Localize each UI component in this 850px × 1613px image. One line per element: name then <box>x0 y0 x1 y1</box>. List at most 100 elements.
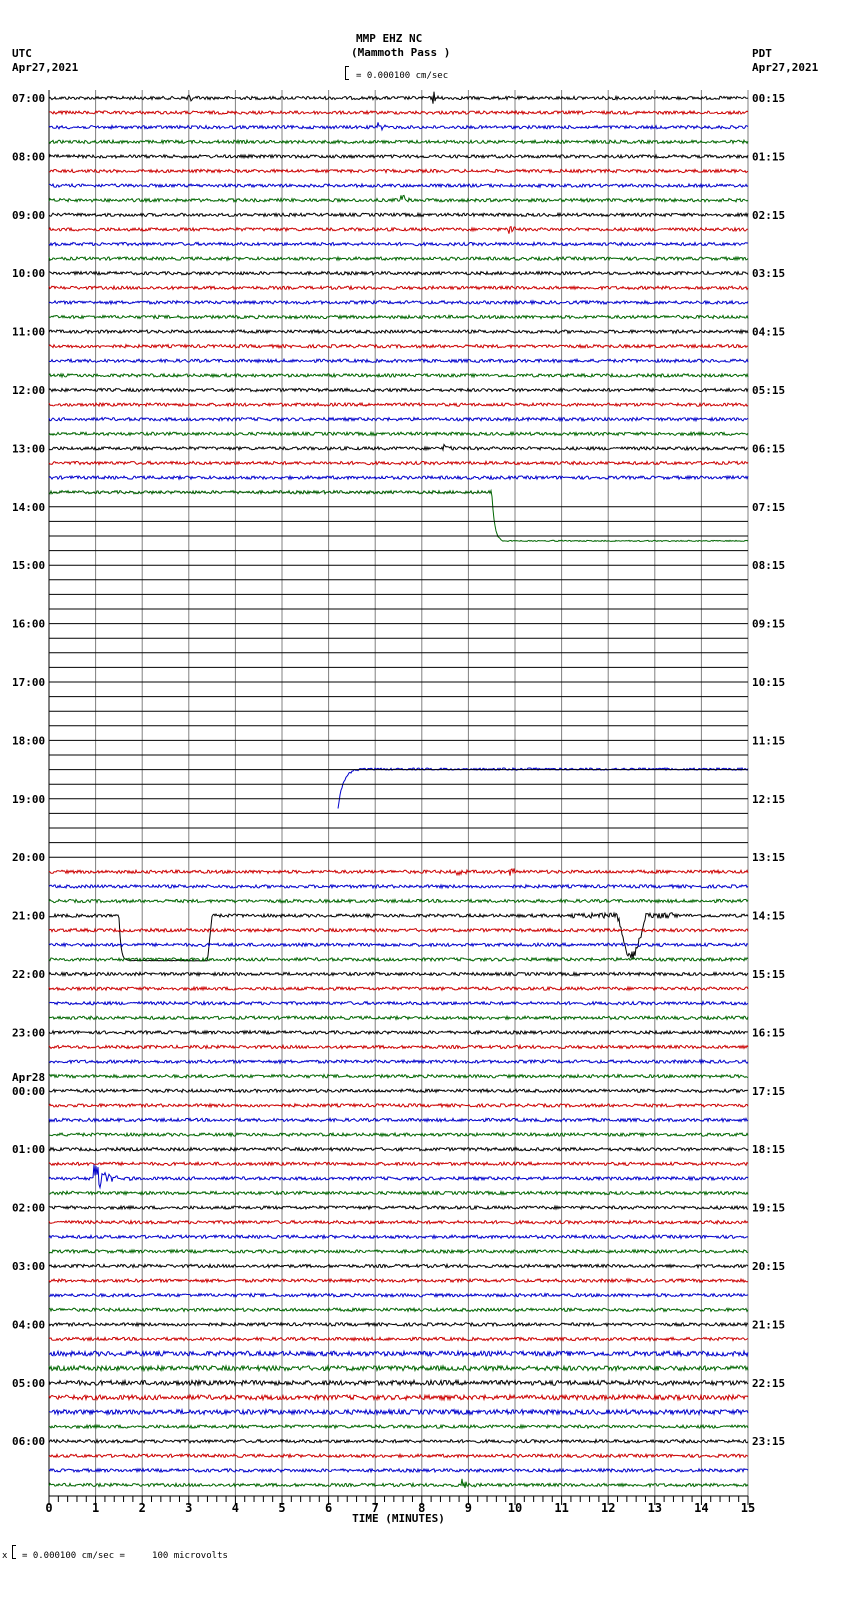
trace-row <box>48 911 749 962</box>
trace-row <box>48 122 749 132</box>
trace-row <box>48 883 749 890</box>
trace-row <box>48 1378 749 1387</box>
trace-row <box>48 91 749 104</box>
pdt-hour-label: 22:15 <box>752 1377 785 1390</box>
trace-row <box>48 1248 749 1255</box>
trace-row <box>48 372 749 379</box>
station-title: MMP EHZ NC <box>356 32 423 45</box>
footer-scale-bar-icon <box>12 1545 16 1559</box>
pdt-hour-label: 19:15 <box>752 1202 785 1215</box>
pdt-hour-label: 00:15 <box>752 92 785 105</box>
pdt-hour-label: 03:15 <box>752 267 785 280</box>
trace-row <box>48 1364 749 1373</box>
x-tick-label: 0 <box>45 1501 52 1515</box>
time-labels: 07:00 00:15 08:00 01:15 09:00 02:15 10:00 03:15… <box>12 92 785 1448</box>
trace-row <box>48 1087 749 1094</box>
trace-row <box>48 255 749 262</box>
trace-row <box>48 357 749 364</box>
trace-row <box>48 1423 749 1430</box>
x-tick-label: 8 <box>418 1501 425 1515</box>
utc-hour-label: 01:00 <box>12 1143 45 1156</box>
pdt-hour-label: 04:15 <box>752 326 785 339</box>
pdt-hour-label: 15:15 <box>752 968 785 981</box>
trace-row <box>48 299 749 306</box>
pdt-hour-label: 01:15 <box>752 150 785 163</box>
trace-row <box>48 1233 749 1240</box>
trace-row <box>48 1146 749 1153</box>
utc-hour-label: 10:00 <box>12 267 45 280</box>
trace-row <box>48 443 749 452</box>
trace-row <box>48 459 749 466</box>
pdt-hour-label: 10:15 <box>752 676 785 689</box>
scale-text: = 0.000100 cm/sec <box>356 71 449 81</box>
utc-hour-label: 11:00 <box>12 326 45 339</box>
trace-row <box>48 1204 749 1211</box>
left-timezone: UTC <box>12 47 32 60</box>
trace-row <box>48 474 749 481</box>
trace-row <box>48 313 749 320</box>
pdt-hour-label: 23:15 <box>752 1435 785 1448</box>
pdt-hour-label: 21:15 <box>752 1318 785 1331</box>
trace-row <box>48 1306 749 1313</box>
x-tick-label: 10 <box>508 1501 522 1515</box>
pdt-hour-label: 06:15 <box>752 442 785 455</box>
utc-hour-label: 22:00 <box>12 968 45 981</box>
trace-row <box>48 343 749 350</box>
trace-row <box>48 1407 749 1417</box>
pdt-hour-label: 20:15 <box>752 1260 785 1273</box>
trace-row <box>48 270 749 277</box>
utc-hour-label: 20:00 <box>12 851 45 864</box>
trace-row <box>48 1336 749 1343</box>
trace-row <box>337 766 749 809</box>
right-timezone: PDT <box>752 47 772 60</box>
pdt-hour-label: 02:15 <box>752 209 785 222</box>
trace-row <box>48 153 749 160</box>
trace-row <box>48 1029 749 1036</box>
trace-row <box>48 168 749 175</box>
utc-hour-label: 07:00 <box>12 92 45 105</box>
pdt-hour-label: 07:15 <box>752 501 785 514</box>
utc-hour-label: 18:00 <box>12 734 45 747</box>
utc-hour-label: 12:00 <box>12 384 45 397</box>
trace-row <box>48 1393 749 1402</box>
trace-row <box>48 401 749 408</box>
trace-row <box>48 941 749 948</box>
trace-row <box>48 1014 749 1021</box>
x-tick-label: 14 <box>694 1501 708 1515</box>
trace-row <box>48 1043 749 1050</box>
right-date: Apr27,2021 <box>752 61 819 74</box>
trace-row <box>48 1102 749 1109</box>
trace-row <box>48 430 749 437</box>
footer-scale-note: = 0.000100 cm/sec = 100 microvolts <box>22 1551 228 1561</box>
trace-row <box>48 956 749 963</box>
trace-row <box>48 1164 749 1190</box>
x-tick-label: 3 <box>185 1501 192 1515</box>
trace-row <box>48 109 749 116</box>
utc-hour-label: 16:00 <box>12 618 45 631</box>
trace-row <box>48 1000 749 1007</box>
pdt-hour-label: 17:15 <box>752 1085 785 1098</box>
trace-row <box>48 488 749 543</box>
utc-hour-label: 19:00 <box>12 793 45 806</box>
utc-hour-label: 08:00 <box>12 150 45 163</box>
utc-hour-label: 04:00 <box>12 1318 45 1331</box>
x-tick-label: 4 <box>232 1501 239 1515</box>
left-date: Apr27,2021 <box>12 61 79 74</box>
pdt-hour-label: 05:15 <box>752 384 785 397</box>
trace-row <box>48 1131 749 1138</box>
trace-row <box>48 194 749 204</box>
grid-lines <box>48 90 749 1496</box>
trace-row <box>48 240 749 247</box>
x-tick-label: 7 <box>372 1501 379 1515</box>
pdt-hour-label: 12:15 <box>752 793 785 806</box>
trace-row <box>48 1117 749 1124</box>
utc-hour-label: 17:00 <box>12 676 45 689</box>
trace-row <box>48 138 749 145</box>
x-tick-label: 15 <box>741 1501 755 1515</box>
trace-row <box>48 1277 749 1284</box>
trace-row <box>48 927 749 934</box>
scale-bar-icon <box>345 66 349 80</box>
pdt-hour-label: 14:15 <box>752 910 785 923</box>
